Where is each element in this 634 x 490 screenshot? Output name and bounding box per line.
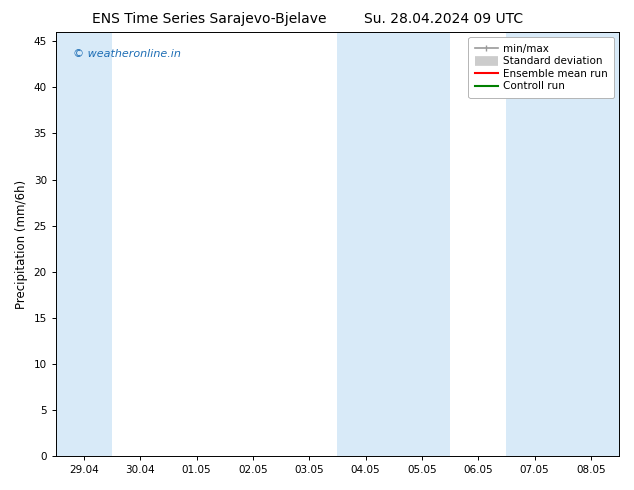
Text: © weatheronline.in: © weatheronline.in bbox=[73, 49, 181, 59]
Y-axis label: Precipitation (mm/6h): Precipitation (mm/6h) bbox=[15, 179, 28, 309]
Bar bbox=[563, 32, 619, 456]
Bar bbox=[394, 32, 450, 456]
Text: Su. 28.04.2024 09 UTC: Su. 28.04.2024 09 UTC bbox=[365, 12, 523, 26]
Bar bbox=[56, 32, 112, 456]
Bar bbox=[507, 32, 563, 456]
Legend: min/max, Standard deviation, Ensemble mean run, Controll run: min/max, Standard deviation, Ensemble me… bbox=[469, 37, 614, 98]
Bar bbox=[337, 32, 394, 456]
Text: ENS Time Series Sarajevo-Bjelave: ENS Time Series Sarajevo-Bjelave bbox=[92, 12, 327, 26]
